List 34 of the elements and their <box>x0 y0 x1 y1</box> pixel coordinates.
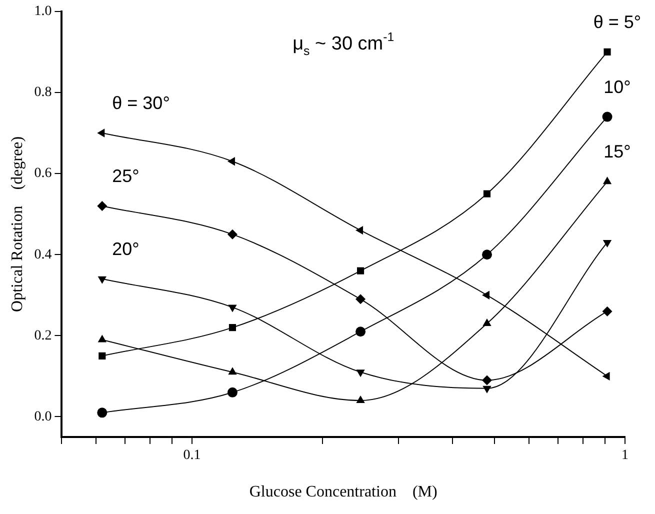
x-axis-title: Glucose Concentration (M) <box>249 484 438 501</box>
series-label: 15° <box>604 142 631 162</box>
point <box>356 226 364 235</box>
point <box>227 157 235 166</box>
point <box>227 229 238 240</box>
point <box>228 324 236 332</box>
point <box>482 318 492 326</box>
y-tick-label: 0.0 <box>34 409 52 424</box>
y-tick-label: 0.4 <box>34 247 52 262</box>
y-tick-label: 1.0 <box>34 4 52 20</box>
y-tick-label: 0.2 <box>34 328 52 344</box>
series-label: 25° <box>112 166 140 186</box>
y-tick-label: 0.8 <box>34 85 52 100</box>
point <box>356 294 366 304</box>
point <box>356 267 364 274</box>
series-label: θ = 30° <box>112 93 170 113</box>
point <box>482 375 492 386</box>
point <box>482 386 492 394</box>
y-tick-label: 0.6 <box>34 166 52 182</box>
point <box>228 304 237 312</box>
point <box>356 326 366 337</box>
point <box>227 387 238 398</box>
point <box>356 396 365 404</box>
x-tick-label: 1 <box>622 448 628 464</box>
series-label: θ = 5° <box>593 12 642 32</box>
point <box>228 367 237 375</box>
point <box>482 250 492 260</box>
point <box>483 190 491 198</box>
series-label: 20° <box>112 238 140 259</box>
point <box>482 290 490 300</box>
y-axis-title: Optical Rotation (degree) <box>8 136 26 312</box>
point <box>356 370 365 378</box>
x-tick-label: 0.1 <box>183 448 201 464</box>
series-label: 10° <box>604 76 631 97</box>
